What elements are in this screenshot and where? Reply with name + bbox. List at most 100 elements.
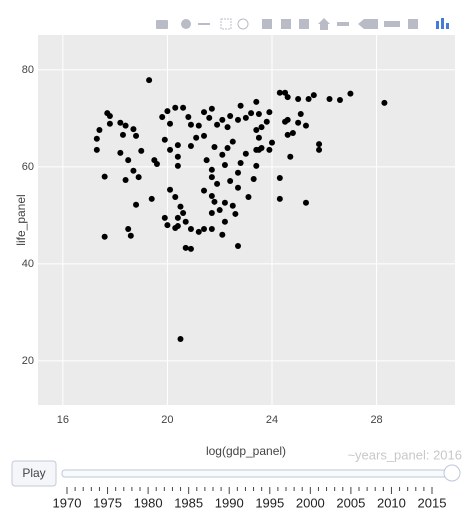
point [211,144,218,151]
point [227,112,234,119]
hover-compare-icon[interactable] [384,21,400,27]
point [276,89,283,96]
point [295,119,302,126]
point [174,142,181,149]
x-tick-label: 24 [266,414,278,426]
plotly-logo-bar[interactable] [446,23,449,29]
y-tick-label: 60 [22,161,34,173]
home-icon[interactable] [318,18,330,30]
point [237,160,244,167]
point [187,225,194,232]
point [248,110,255,117]
point [235,169,242,176]
point [167,186,174,193]
play-button-label[interactable]: Play [22,466,45,480]
y-tick-label: 40 [22,258,34,270]
point [208,105,215,112]
plotly-logo[interactable] [436,21,439,29]
point [138,147,145,154]
point [347,90,354,97]
point [164,108,171,115]
x-tick-label: 20 [161,414,173,426]
point [282,89,289,96]
slider-tick-label: 1970 [53,495,82,510]
point [266,109,273,116]
point [208,225,215,232]
point [172,225,179,232]
point [195,228,202,235]
point [310,92,317,99]
slider-tick-label: 1975 [93,495,122,510]
point [127,232,134,239]
pan-icon[interactable] [198,23,210,25]
point [182,218,189,225]
camera-icon[interactable] [156,20,168,29]
point [302,122,309,129]
point [235,116,242,123]
y-tick-label: 20 [22,355,34,367]
point [133,201,140,208]
point [245,193,252,200]
slider-tick-label: 2000 [296,495,325,510]
zoom-icon[interactable] [181,19,191,29]
point [130,167,137,174]
point [122,122,129,129]
plotly-logo-bar[interactable] [441,18,444,29]
point [219,151,226,158]
point [161,214,168,221]
point [211,198,218,205]
point [255,111,262,118]
point [381,99,388,106]
point [164,222,171,229]
point [208,166,215,173]
point [104,110,111,117]
point [187,121,194,128]
point [266,146,273,153]
zoom-in-icon[interactable] [262,19,272,29]
point [216,207,223,214]
point [255,134,262,141]
point [159,113,166,120]
point [214,121,221,128]
point [237,102,244,109]
point [263,118,270,125]
point [208,192,215,199]
point [93,146,100,153]
spike-icon[interactable] [337,22,349,26]
edit-icon[interactable] [408,19,418,29]
point [208,174,215,181]
lasso-icon[interactable] [237,18,249,30]
point [297,111,304,118]
point [201,225,208,232]
slider-track[interactable] [61,469,459,478]
point [221,199,228,206]
point [282,118,289,125]
point [284,94,291,101]
point [258,124,265,131]
point [133,132,140,139]
point [235,184,242,191]
point [242,114,249,121]
point [208,209,215,216]
slider-thumb[interactable] [443,464,461,482]
x-tick-label: 28 [370,414,382,426]
point [96,127,103,134]
zoom-out-icon[interactable] [281,19,291,29]
slider-tick-label: 2005 [336,495,365,510]
autoscale-icon[interactable] [299,19,309,29]
point [276,175,283,182]
point [229,138,236,145]
point [185,113,192,120]
point [195,122,202,129]
play-button[interactable] [11,460,57,487]
point [214,180,221,187]
slider-tick-label: 1995 [255,495,284,510]
hover-closest-icon[interactable] [358,19,378,29]
point [180,104,187,111]
point [232,210,239,217]
modebar [156,18,449,30]
select-icon[interactable] [220,18,232,30]
point [148,195,155,202]
point [253,162,260,169]
